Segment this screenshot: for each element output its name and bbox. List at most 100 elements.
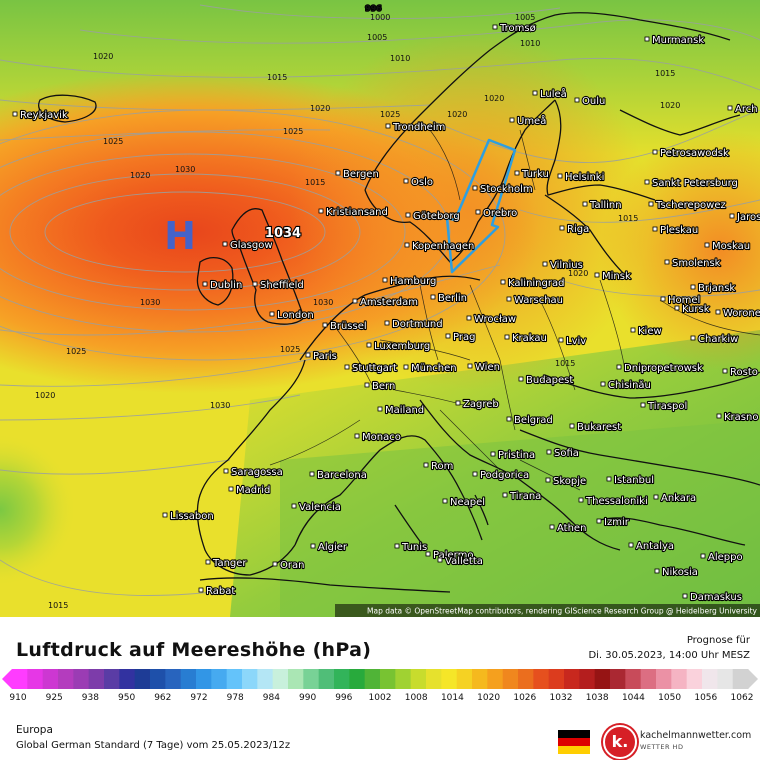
isobar-label: 1030	[175, 165, 195, 174]
city-label: Arch	[735, 104, 758, 115]
city-aleppo: Aleppo	[700, 551, 744, 564]
city-marker	[252, 281, 258, 287]
city-label: Valencia	[299, 502, 341, 513]
city-label: Istanbul	[614, 475, 654, 486]
city-marker	[628, 542, 634, 548]
scale-swatch	[518, 669, 534, 689]
scale-tick-label: 972	[190, 693, 208, 703]
city-label: Kristiansand	[326, 207, 388, 218]
city-athen: Athen	[549, 522, 588, 535]
city-marker	[654, 568, 660, 574]
city-label: Luxemburg	[374, 341, 430, 352]
city-murmansk: Murmansk	[644, 34, 705, 47]
city-hamburg: Hamburg	[382, 275, 437, 288]
city-labels: Reykjavik Tromsø Murmansk Luleå Oulu Arch Umeå…	[12, 22, 760, 604]
isobar-label: 1020	[93, 52, 113, 61]
scale-swatch	[88, 669, 105, 689]
scale-swatch	[456, 669, 473, 689]
scale-tick-label: 1044	[621, 693, 645, 703]
city-zagreb: Zagreb	[455, 398, 500, 411]
city-skopje: Skopje	[545, 475, 587, 488]
scale-tick-label: 1032	[549, 693, 573, 703]
city-trondheim: Trondheim	[385, 121, 446, 134]
city-marker	[162, 512, 168, 518]
scale-tick-label: 938	[81, 693, 99, 703]
city-marker	[222, 241, 228, 247]
city-marker	[322, 322, 328, 328]
city-marker	[630, 327, 636, 333]
city-label: Neapel	[450, 497, 485, 508]
flag-stripe-black	[558, 730, 590, 738]
scale-swatch	[548, 669, 565, 689]
city-label: Antalya	[636, 541, 674, 552]
city-monaco: Monaco	[354, 431, 402, 444]
city-label: Kopenhagen	[412, 241, 474, 252]
isobar-label: 1025	[66, 347, 86, 356]
city-label: Mailand	[385, 405, 424, 416]
brand-name[interactable]: kachelmannwetter.com	[640, 730, 752, 741]
scale-swatch	[196, 669, 212, 689]
city-marker	[404, 242, 410, 248]
city-label: Trondheim	[392, 122, 445, 133]
city-marker	[549, 524, 555, 530]
city-kiew: Kiew	[630, 325, 663, 338]
city-marker	[310, 543, 316, 549]
scale-swatch	[303, 669, 320, 689]
city-label: Skopje	[553, 476, 586, 487]
city-dortmund: Dortmund	[384, 318, 444, 331]
city-marker	[377, 406, 383, 412]
scale-swatch	[119, 669, 136, 689]
city-marker	[228, 486, 234, 492]
scale-swatch	[656, 669, 672, 689]
scale-swatch	[42, 669, 59, 689]
city-label: Vilnius	[550, 260, 583, 271]
scale-tick-label: 1008	[404, 693, 428, 703]
city-marker	[578, 497, 584, 503]
city-marker	[518, 376, 524, 382]
scale-swatch	[334, 669, 350, 689]
scale-tick-label: 990	[299, 693, 317, 703]
city-label: Monaco	[362, 432, 401, 443]
region-label: Europa	[16, 724, 53, 736]
city-m-nchen: München	[403, 362, 458, 375]
city-bern: Bern	[364, 380, 396, 393]
city-label: Worone	[723, 308, 760, 319]
city-label: Pristina	[498, 450, 535, 461]
isobar-label: 1020	[35, 391, 55, 400]
city-neapel: Neapel	[442, 496, 486, 509]
scale-swatch	[288, 669, 304, 689]
city-oslo: Oslo	[403, 176, 434, 189]
scale-swatch	[242, 669, 258, 689]
city-marker	[596, 518, 602, 524]
scale-swatch	[732, 669, 749, 689]
city-marker	[442, 498, 448, 504]
scale-swatch	[380, 669, 396, 689]
high-pressure-value: 1034	[265, 226, 301, 241]
city-marker	[394, 543, 400, 549]
city-budapest: Budapest	[518, 374, 574, 387]
scale-swatch	[211, 669, 228, 689]
scale-swatch	[150, 669, 166, 689]
city-mailand: Mailand	[377, 404, 425, 417]
forecast-date: Di. 30.05.2023, 14:00 Uhr MESZ	[588, 650, 750, 661]
model-label: Global German Standard (7 Tage) vom 25.0…	[16, 740, 291, 751]
city-marker	[546, 449, 552, 455]
city-marker	[652, 149, 658, 155]
city-tunis: Tunis	[394, 541, 428, 554]
city-label: Umeå	[517, 114, 546, 127]
city-marker	[569, 423, 575, 429]
isobar-label: 1020	[484, 94, 504, 103]
kachelmann-logo-icon[interactable]: k.	[603, 725, 637, 759]
city-marker	[582, 201, 588, 207]
isobar-label: 1020	[568, 269, 588, 278]
scale-swatch	[671, 669, 688, 689]
city-marker	[384, 320, 390, 326]
city-ume-: Umeå	[509, 113, 547, 128]
isobar-label: 1025	[280, 345, 300, 354]
city-marker	[305, 352, 311, 358]
city-barcelona: Barcelona	[309, 469, 368, 482]
city-label: Smolensk	[672, 258, 721, 269]
city-marker	[467, 363, 473, 369]
scale-tick-label: 978	[226, 693, 244, 703]
